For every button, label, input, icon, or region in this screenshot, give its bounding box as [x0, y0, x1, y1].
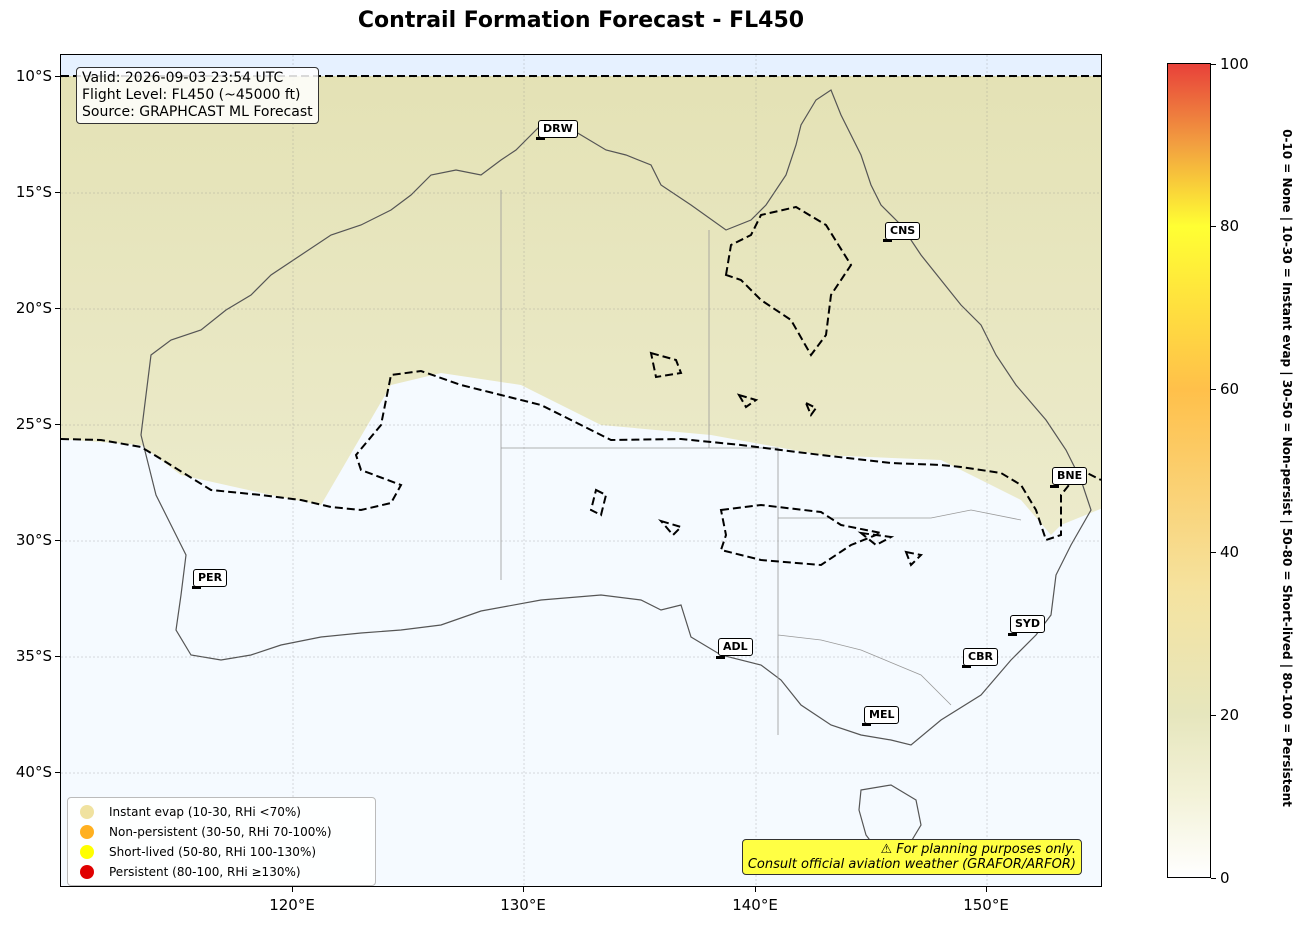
legend-swatch — [80, 865, 94, 879]
legend-item: Instant evap (10-30, RHi <70%) — [74, 802, 369, 822]
lat-tick-label: 20°S — [15, 299, 52, 317]
lat-tick-label: 35°S — [15, 647, 52, 665]
city-marker — [962, 665, 971, 668]
lat-tick-mark — [55, 540, 60, 541]
lon-tick-mark — [523, 887, 524, 892]
legend-swatch — [80, 845, 94, 859]
legend-label: Persistent (80-100, RHi ≥130%) — [109, 865, 301, 879]
planning-warning: ⚠ For planning purposes only. Consult of… — [741, 839, 1082, 875]
lon-tick-mark — [292, 887, 293, 892]
lat-tick-label: 40°S — [15, 763, 52, 781]
city-marker — [1050, 485, 1059, 488]
lon-tick-label: 150°E — [963, 896, 1009, 914]
city-label-drw[interactable]: DRW — [538, 120, 578, 138]
lon-tick-label: 130°E — [500, 896, 546, 914]
colorbar — [1167, 63, 1211, 878]
colorbar-tick — [1211, 226, 1216, 227]
city-marker — [192, 586, 201, 589]
city-label-adl[interactable]: ADL — [718, 638, 753, 656]
valid-time: Valid: 2026-09-03 23:54 UTC — [82, 70, 284, 86]
lat-tick-mark — [55, 656, 60, 657]
city-marker — [536, 137, 545, 140]
lat-tick-mark — [55, 308, 60, 309]
lat-tick-label: 15°S — [15, 183, 52, 201]
lon-tick-label: 120°E — [269, 896, 315, 914]
map-title: Contrail Formation Forecast - FL450 — [357, 8, 805, 33]
colorbar-tick-label: 40 — [1220, 543, 1240, 561]
colorbar-tick — [1211, 64, 1216, 65]
northern-band — [61, 55, 1101, 76]
city-label-mel[interactable]: MEL — [864, 706, 900, 724]
city-marker — [883, 239, 892, 242]
warning-line-2: Consult official aviation weather (GRAFO… — [747, 857, 1076, 872]
colorbar-tick — [1211, 389, 1216, 390]
lon-tick-mark — [986, 887, 987, 892]
legend-item: Short-lived (50-80, RHi 100-130%) — [74, 842, 369, 862]
lat-tick-mark — [55, 424, 60, 425]
lon-tick-mark — [755, 887, 756, 892]
legend-item: Persistent (80-100, RHi ≥130%) — [74, 862, 369, 882]
city-label-cbr[interactable]: CBR — [963, 648, 998, 666]
colorbar-tick-label: 80 — [1220, 217, 1240, 235]
flight-level: Flight Level: FL450 (~45000 ft) — [82, 87, 301, 103]
forecast-shade — [61, 76, 1101, 535]
colorbar-tick — [1211, 552, 1216, 553]
city-marker — [716, 656, 725, 659]
australia-coast — [140, 89, 1092, 746]
lat-tick-label: 25°S — [15, 415, 52, 433]
colorbar-tick-label: 0 — [1220, 869, 1230, 887]
city-marker — [1008, 633, 1017, 636]
city-label-per[interactable]: PER — [193, 569, 228, 587]
city-label-cns[interactable]: CNS — [885, 222, 921, 240]
colorbar-tick — [1211, 715, 1216, 716]
map-canvas — [61, 55, 1101, 886]
colorbar-tick-label: 100 — [1220, 55, 1249, 73]
city-label-syd[interactable]: SYD — [1010, 615, 1046, 633]
category-legend: Instant evap (10-30, RHi <70%) Non-persi… — [67, 797, 376, 886]
city-marker — [862, 723, 871, 726]
colorbar-tick-label: 20 — [1220, 706, 1240, 724]
city-label-bne[interactable]: BNE — [1052, 467, 1088, 485]
lat-tick-mark — [55, 76, 60, 77]
legend-swatch — [80, 825, 94, 839]
gridlines — [61, 55, 1101, 886]
lat-tick-mark — [55, 772, 60, 773]
lat-tick-label: 10°S — [15, 67, 52, 85]
map-panel[interactable] — [60, 54, 1102, 887]
lat-tick-mark — [55, 192, 60, 193]
colorbar-tick-label: 60 — [1220, 380, 1240, 398]
warning-line-1: ⚠ For planning purposes only. — [880, 842, 1077, 857]
lon-tick-label: 140°E — [732, 896, 778, 914]
legend-label: Non-persistent (30-50, RHi 70-100%) — [109, 825, 332, 839]
forecast-info-box: Valid: 2026-09-03 23:54 UTC Flight Level… — [76, 67, 319, 124]
forecast-source: Source: GRAPHCAST ML Forecast — [82, 104, 313, 120]
legend-label: Short-lived (50-80, RHi 100-130%) — [109, 845, 317, 859]
lat-tick-label: 30°S — [15, 531, 52, 549]
state-borders — [500, 190, 1022, 735]
legend-item: Non-persistent (30-50, RHi 70-100%) — [74, 822, 369, 842]
colorbar-tick — [1211, 878, 1216, 879]
legend-label: Instant evap (10-30, RHi <70%) — [109, 805, 301, 819]
legend-swatch — [80, 805, 94, 819]
colorbar-category-label: 0-10 = None | 10-30 = Instant evap | 30-… — [1280, 129, 1294, 807]
